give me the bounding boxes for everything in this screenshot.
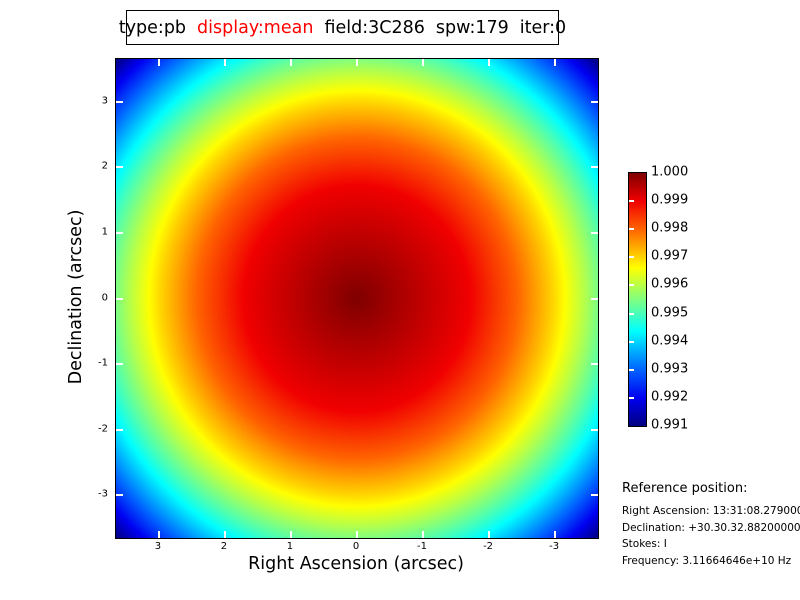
colorbar-tick-label: 0.993 — [651, 361, 689, 377]
y-tick-mark — [116, 297, 123, 300]
y-tick-mark — [116, 494, 123, 497]
x-tick-mark-top — [554, 59, 557, 66]
y-tick-label: 2 — [101, 160, 108, 172]
colorbar-tick-label: 0.992 — [651, 389, 689, 405]
x-tick-mark — [488, 531, 491, 538]
x-tick-mark-top — [289, 59, 292, 66]
x-tick-mark-top — [356, 59, 358, 66]
x-tick-label: 3 — [154, 541, 162, 552]
reference-position-heading: Reference position: — [622, 481, 748, 496]
colorbar-tick-label: 1.000 — [651, 164, 689, 180]
x-tick-label: 1 — [286, 541, 294, 552]
colorbar-tick-labels: 1.000 0.999 0.998 0.997 0.996 0.995 0.99… — [651, 165, 699, 433]
y-tick-mark-right — [591, 428, 598, 431]
x-tick-mark — [356, 531, 358, 538]
colorbar-tick-label: 0.994 — [651, 333, 689, 349]
x-tick-label: 0 — [352, 541, 360, 552]
x-tick-label: 2 — [220, 541, 228, 552]
x-tick-mark — [422, 531, 425, 538]
colorbar — [628, 172, 647, 427]
colorbar-tick-label: 0.999 — [651, 192, 689, 208]
title-segment-display: display:mean — [197, 17, 314, 38]
title-segment-type: type:pb — [118, 17, 187, 38]
reference-stokes: Stokes: I — [622, 538, 667, 550]
reference-frequency: Frequency: 3.11664646e+10 Hz — [622, 554, 792, 567]
y-tick-mark-right — [591, 166, 598, 169]
colorbar-tick-mark — [629, 368, 634, 371]
y-tick-mark — [116, 363, 123, 366]
y-tick-label: -3 — [98, 488, 108, 500]
colorbar-tick-mark — [629, 396, 634, 399]
colorbar-tick-mark — [629, 228, 634, 231]
y-tick-label: 0 — [101, 292, 108, 303]
x-tick-mark-top — [422, 59, 425, 66]
y-tick-mark-right — [591, 363, 598, 366]
x-tick-mark-top — [223, 59, 226, 66]
primary-beam-heatmap — [115, 58, 599, 539]
title-segment-field: field:3C286 — [324, 17, 425, 38]
y-tick-mark-right — [591, 100, 598, 103]
colorbar-tick-label: 0.991 — [651, 417, 689, 433]
colorbar-tick-mark — [629, 340, 634, 343]
y-tick-mark — [116, 100, 123, 103]
reference-position-block: Reference position: Right Ascension: 13:… — [622, 481, 800, 569]
x-tick-mark-top — [488, 59, 491, 66]
x-tick-label: -3 — [549, 541, 560, 552]
x-tick-mark — [223, 531, 226, 538]
y-tick-label: 3 — [101, 95, 108, 107]
colorbar-tick-mark — [629, 200, 634, 203]
title-box: type:pb display:mean field:3C286 spw:179… — [119, 10, 566, 45]
y-tick-label: 1 — [101, 226, 108, 238]
y-tick-mark — [116, 428, 123, 431]
x-axis-tick-labels: 3 2 1 0 -1 -2 -3 — [115, 541, 597, 555]
y-tick-label: -1 — [98, 357, 108, 369]
colorbar-tick-label: 0.996 — [651, 276, 689, 292]
x-tick-mark-top — [157, 59, 160, 66]
x-tick-label: -1 — [417, 541, 428, 552]
reference-right-ascension: Right Ascension: 13:31:08.27900000 — [622, 505, 800, 517]
x-tick-mark — [157, 531, 160, 538]
y-tick-mark-right — [591, 231, 598, 234]
x-axis-label: Right Ascension (arcsec) — [248, 554, 464, 574]
title-segment-iter: iter:0 — [519, 17, 567, 38]
colorbar-tick-label: 0.998 — [651, 220, 689, 236]
x-tick-mark — [554, 531, 557, 538]
y-axis-tick-labels: 3 2 1 0 -1 -2 -3 — [78, 58, 108, 537]
y-tick-mark — [116, 166, 123, 169]
colorbar-tick-mark — [629, 256, 634, 259]
reference-declination: Declination: +30.30.32.88200000 — [622, 521, 800, 534]
x-tick-mark — [289, 531, 292, 538]
colorbar-tick-label: 0.997 — [651, 248, 689, 264]
y-tick-mark-right — [591, 494, 598, 497]
y-tick-mark — [116, 231, 123, 234]
y-tick-label: -2 — [98, 423, 108, 435]
colorbar-tick-mark — [629, 284, 634, 287]
x-tick-label: -2 — [483, 541, 494, 552]
colorbar-tick-mark — [629, 312, 634, 315]
title-segment-spw: spw:179 — [435, 17, 509, 38]
y-tick-mark-right — [591, 297, 598, 300]
y-axis-label: Declination (arcsec) — [66, 209, 86, 385]
colorbar-tick-label: 0.995 — [651, 305, 689, 321]
